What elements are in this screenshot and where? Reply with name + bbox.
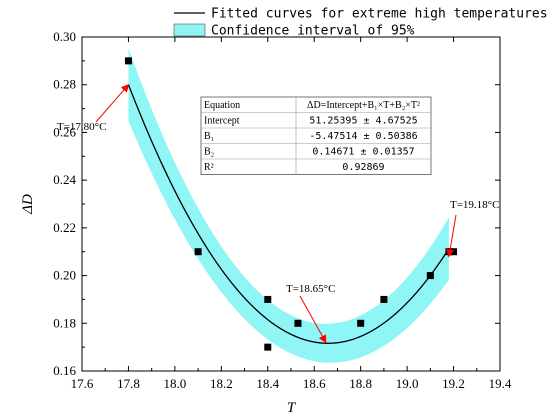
legend-label: Fitted curves for extreme high temperatu…	[211, 7, 548, 22]
y-tick-label: 0.20	[53, 268, 76, 283]
data-point	[357, 319, 365, 327]
x-tick-label: 19.0	[396, 376, 419, 391]
annotation-arrow	[299, 295, 327, 344]
x-tick-label: 18.6	[303, 376, 326, 391]
fit-table-layer: Equation ΔD=Intercept+B₁×T+B₂×T² Intercept…	[200, 96, 432, 175]
data-point	[380, 295, 388, 303]
fitted-curve	[127, 84, 450, 344]
annotation-label: T=17.80°C	[57, 121, 106, 133]
x-tick-label: 17.8	[117, 376, 140, 391]
x-tick-label: 19.4	[489, 376, 512, 391]
x-tick-label: 17.6	[71, 376, 94, 391]
fit-table-value: 0.92869	[342, 162, 384, 173]
data-point	[264, 343, 272, 351]
y-axis-title: ΔD	[20, 194, 36, 215]
legend-label: Confidence interval of 95%	[211, 24, 415, 39]
fit-table-label: B₁	[204, 131, 214, 142]
x-tick-label: 18.2	[210, 376, 233, 391]
fit-table-value: -5.47514 ± 0.50386	[309, 131, 417, 142]
annotation-arrow	[95, 83, 130, 123]
data-point	[426, 272, 434, 280]
fit-table-label: R²	[204, 162, 214, 173]
x-tick-label: 18.8	[349, 376, 372, 391]
legend-layer: Fitted curves for extreme high temperatu…	[173, 7, 548, 39]
x-tick-label: 18.4	[256, 376, 279, 391]
annotations-layer: T=17.80°C T=18.65°C T=19.18°C	[57, 83, 499, 344]
y-tick-label: 0.18	[53, 315, 76, 330]
y-tick-label: 0.16	[53, 363, 76, 378]
annotation-arrow	[446, 214, 457, 258]
axes-layer: 17.6 17.8 18.0 18.2 18.4 18.6 18.8 19.0 19.2 19.4…	[20, 29, 512, 416]
fit-table-label: Equation	[204, 100, 240, 111]
annotation-label: T=19.18°C	[450, 199, 499, 211]
annotation-label: T=18.65°C	[286, 283, 335, 295]
data-point	[450, 248, 458, 256]
x-tick-label: 18.0	[164, 376, 187, 391]
x-tick-label: 19.2	[442, 376, 465, 391]
fit-table-label: Intercept	[204, 116, 240, 127]
y-tick-label: 0.28	[53, 77, 76, 92]
legend-swatch-band	[173, 23, 206, 37]
data-point	[264, 295, 272, 303]
fit-table-value: 0.14671 ± 0.01357	[312, 147, 414, 158]
fit-table-frame	[200, 96, 432, 175]
x-axis-title: T	[287, 400, 297, 416]
data-point	[194, 248, 202, 256]
confidence-band-layer	[128, 48, 449, 363]
fit-table-value: 51.25395 ± 4.67525	[309, 116, 417, 127]
y-tick-label: 0.30	[53, 29, 76, 44]
data-point	[124, 57, 132, 65]
fit-table-value: ΔD=Intercept+B₁×T+B₂×T²	[307, 100, 420, 111]
fit-curve-layer	[127, 84, 450, 344]
confidence-band	[128, 48, 449, 363]
y-tick-label: 0.24	[53, 172, 76, 187]
data-point	[294, 319, 302, 327]
fit-table-label: B₂	[204, 147, 214, 158]
y-tick-label: 0.26	[53, 124, 76, 139]
y-tick-label: 0.22	[53, 220, 76, 235]
